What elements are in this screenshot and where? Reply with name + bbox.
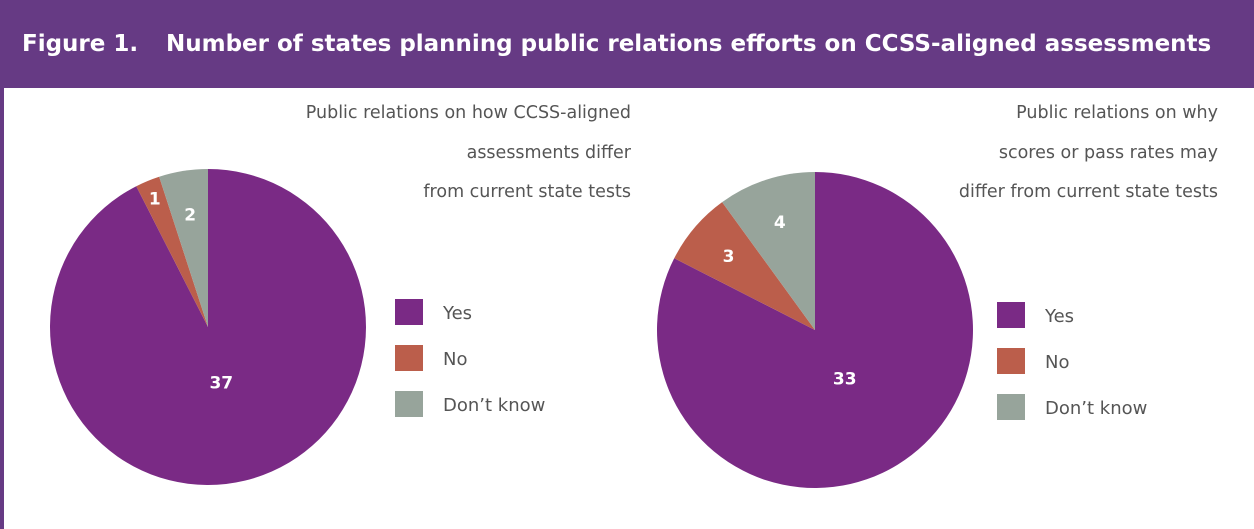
frame-border (0, 88, 4, 529)
chart-2-legend: Yes No Don’t know (997, 302, 1147, 420)
pie-slice-dont-know (159, 169, 208, 327)
slice-label-yes: 33 (833, 369, 857, 389)
chart-2-title-line-1: Public relations on why (1016, 103, 1218, 123)
chart-1-legend: Yes No Don’t know (395, 299, 545, 417)
chart-2-title-line-3: differ from current state tests (959, 182, 1218, 202)
chart-1: Public relations on how CCSS-aligned ass… (49, 103, 632, 485)
pie-slice-yes (49, 169, 366, 485)
chart-2-pie (657, 172, 973, 488)
legend-label-yes: Yes (1044, 306, 1074, 327)
slice-label-no: 1 (149, 190, 161, 210)
figure-label: Figure 1. (22, 31, 139, 57)
legend-label-no: No (443, 349, 467, 370)
chart-1-title-line-3: from current state tests (423, 182, 631, 202)
chart-1-slice-labels: 37 1 2 (149, 190, 233, 394)
figure-header: Figure 1. Number of states planning publ… (0, 0, 1254, 88)
figure-title: Number of states planning public relatio… (166, 31, 1212, 57)
legend-swatch-no (997, 348, 1025, 374)
legend-swatch-dont-know (997, 394, 1025, 420)
slice-label-no: 3 (723, 247, 735, 267)
slice-label-dont-know: 2 (184, 206, 196, 226)
legend-swatch-no (395, 345, 423, 371)
chart-1-title-line-2: assessments differ (467, 143, 632, 163)
chart-2-title-line-2: scores or pass rates may (999, 143, 1218, 163)
legend-label-no: No (1045, 352, 1069, 373)
chart-1-title-line-1: Public relations on how CCSS-aligned (306, 103, 631, 123)
pie-slice-dont-know (722, 172, 815, 330)
chart-2: Public relations on why scores or pass r… (657, 103, 1218, 488)
legend-label-yes: Yes (442, 303, 472, 324)
legend-label-dont-know: Don’t know (443, 395, 545, 416)
chart-1-pie (49, 169, 366, 485)
slice-label-yes: 37 (209, 373, 233, 393)
pie-slice-no (136, 176, 208, 327)
slice-label-dont-know: 4 (774, 213, 786, 233)
legend-swatch-yes (997, 302, 1025, 328)
legend-label-dont-know: Don’t know (1045, 398, 1147, 419)
legend-swatch-yes (395, 299, 423, 325)
pie-slice-no (674, 202, 815, 330)
legend-swatch-dont-know (395, 391, 423, 417)
